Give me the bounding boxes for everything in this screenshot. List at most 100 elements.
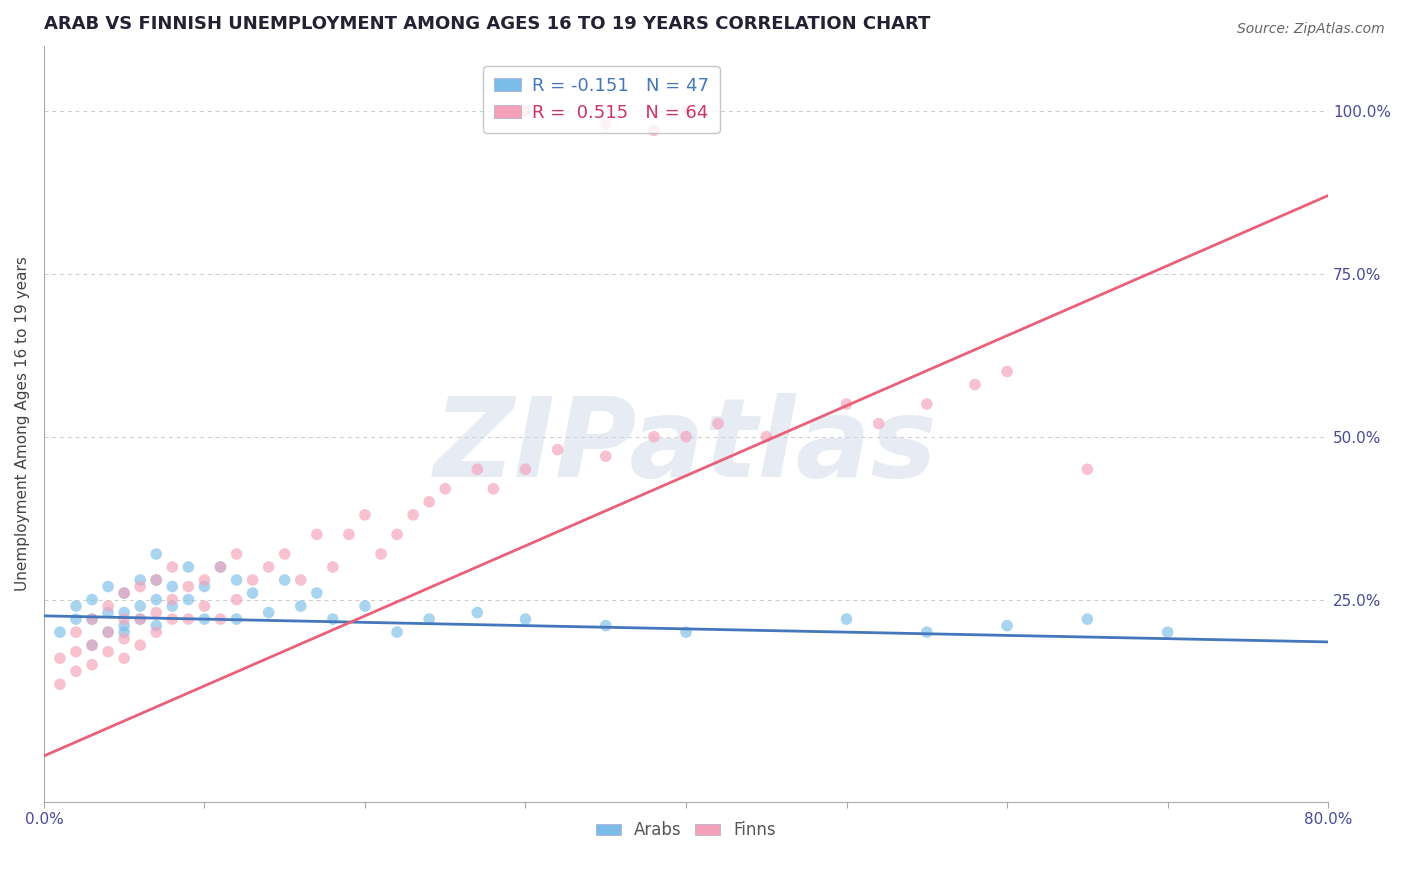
Point	[273, 573, 295, 587]
Point	[129, 612, 152, 626]
Point	[290, 599, 312, 613]
Point	[225, 573, 247, 587]
Point	[305, 586, 328, 600]
Point	[193, 612, 215, 626]
Point	[97, 625, 120, 640]
Point	[482, 482, 505, 496]
Point	[193, 599, 215, 613]
Point	[322, 560, 344, 574]
Point	[915, 625, 938, 640]
Point	[162, 560, 184, 574]
Point	[257, 560, 280, 574]
Point	[162, 592, 184, 607]
Point	[129, 599, 152, 613]
Point	[995, 618, 1018, 632]
Text: Source: ZipAtlas.com: Source: ZipAtlas.com	[1237, 22, 1385, 37]
Point	[273, 547, 295, 561]
Point	[515, 462, 537, 476]
Point	[65, 645, 87, 659]
Point	[595, 618, 617, 632]
Text: ARAB VS FINNISH UNEMPLOYMENT AMONG AGES 16 TO 19 YEARS CORRELATION CHART: ARAB VS FINNISH UNEMPLOYMENT AMONG AGES …	[44, 15, 931, 33]
Point	[209, 560, 232, 574]
Point	[465, 462, 488, 476]
Point	[515, 103, 537, 118]
Point	[225, 547, 247, 561]
Point	[129, 580, 152, 594]
Point	[385, 625, 408, 640]
Point	[80, 638, 103, 652]
Point	[80, 592, 103, 607]
Point	[177, 560, 200, 574]
Point	[915, 397, 938, 411]
Point	[65, 625, 87, 640]
Point	[643, 123, 665, 137]
Point	[97, 606, 120, 620]
Point	[209, 612, 232, 626]
Point	[835, 612, 858, 626]
Point	[97, 580, 120, 594]
Point	[145, 547, 167, 561]
Point	[354, 508, 377, 522]
Point	[162, 599, 184, 613]
Point	[49, 677, 72, 691]
Point	[707, 417, 730, 431]
Point	[225, 612, 247, 626]
Point	[209, 560, 232, 574]
Point	[145, 618, 167, 632]
Point	[418, 495, 440, 509]
Point	[1076, 612, 1098, 626]
Point	[1076, 462, 1098, 476]
Point	[177, 612, 200, 626]
Point	[112, 618, 135, 632]
Point	[643, 430, 665, 444]
Point	[995, 364, 1018, 378]
Point	[49, 625, 72, 640]
Point	[145, 573, 167, 587]
Point	[675, 625, 697, 640]
Point	[418, 612, 440, 626]
Point	[305, 527, 328, 541]
Point	[65, 599, 87, 613]
Point	[193, 573, 215, 587]
Point	[675, 430, 697, 444]
Point	[80, 638, 103, 652]
Point	[112, 625, 135, 640]
Point	[145, 592, 167, 607]
Point	[963, 377, 986, 392]
Point	[112, 606, 135, 620]
Legend: Arabs, Finns: Arabs, Finns	[589, 814, 783, 847]
Point	[65, 665, 87, 679]
Point	[385, 527, 408, 541]
Point	[370, 547, 392, 561]
Point	[145, 625, 167, 640]
Point	[755, 430, 778, 444]
Point	[675, 103, 697, 118]
Point	[129, 612, 152, 626]
Point	[402, 508, 425, 522]
Point	[112, 651, 135, 665]
Point	[129, 638, 152, 652]
Point	[257, 606, 280, 620]
Point	[145, 573, 167, 587]
Point	[515, 612, 537, 626]
Point	[547, 442, 569, 457]
Point	[162, 612, 184, 626]
Point	[49, 651, 72, 665]
Point	[112, 632, 135, 646]
Point	[112, 586, 135, 600]
Point	[129, 573, 152, 587]
Point	[225, 592, 247, 607]
Point	[595, 117, 617, 131]
Point	[354, 599, 377, 613]
Point	[112, 586, 135, 600]
Point	[97, 625, 120, 640]
Point	[97, 645, 120, 659]
Y-axis label: Unemployment Among Ages 16 to 19 years: Unemployment Among Ages 16 to 19 years	[15, 256, 30, 591]
Point	[97, 599, 120, 613]
Point	[835, 397, 858, 411]
Point	[177, 592, 200, 607]
Point	[465, 606, 488, 620]
Point	[145, 606, 167, 620]
Point	[242, 573, 264, 587]
Point	[80, 612, 103, 626]
